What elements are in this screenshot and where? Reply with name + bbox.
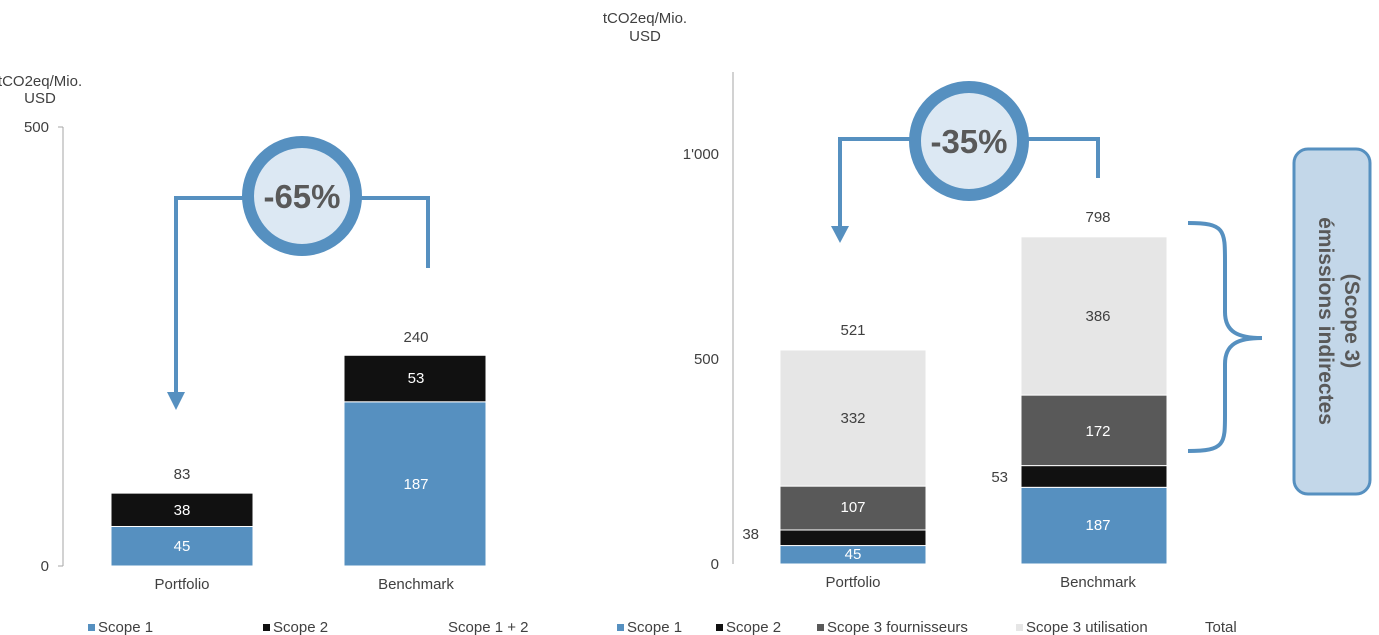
bar-segment bbox=[779, 529, 927, 547]
left-ylabel-line2: USD bbox=[24, 90, 56, 107]
data-label: 45 bbox=[174, 538, 191, 555]
total-label: 240 bbox=[403, 329, 428, 346]
left-ytick-label: 0 bbox=[41, 558, 49, 575]
legend-label: Scope 1 + 2 bbox=[448, 619, 528, 635]
bar-segment bbox=[343, 401, 487, 567]
data-label: 45 bbox=[845, 546, 862, 563]
data-label: 107 bbox=[840, 499, 865, 516]
legend-label: Scope 2 bbox=[726, 619, 781, 635]
bar-segment bbox=[1020, 394, 1168, 467]
data-label: 187 bbox=[1085, 517, 1110, 534]
left-chart: tCO2eq/Mio. USD 0 500 45 38 83 187 53 24… bbox=[0, 73, 528, 635]
reduction-arrowhead bbox=[167, 392, 185, 410]
total-label: 798 bbox=[1085, 209, 1110, 226]
x-category-label: Benchmark bbox=[1060, 574, 1136, 591]
bar-segment bbox=[779, 485, 927, 531]
left-ytick-label: 500 bbox=[24, 119, 49, 136]
right-ytick-label: 1'000 bbox=[683, 146, 719, 163]
legend-swatch-scope3-suppliers bbox=[817, 624, 824, 631]
bar-segment bbox=[110, 525, 254, 567]
legend-label: Scope 3 utilisation bbox=[1026, 619, 1148, 635]
legend-swatch-scope1 bbox=[617, 624, 624, 631]
total-label: 521 bbox=[840, 322, 865, 339]
scope3-callout-line2: (Scope 3) bbox=[1340, 274, 1363, 369]
data-label: 332 bbox=[840, 410, 865, 427]
legend-label: Scope 1 bbox=[98, 619, 153, 635]
right-chart: tCO2eq/Mio. USD 0 500 1'000 45 38 107 33… bbox=[603, 10, 1372, 635]
legend-label: Total bbox=[1205, 619, 1237, 635]
reduction-arrowhead bbox=[831, 226, 849, 243]
reduction-badge bbox=[909, 81, 1029, 201]
right-ytick-label: 0 bbox=[711, 556, 719, 573]
data-label: 172 bbox=[1085, 423, 1110, 440]
legend-swatch-scope2 bbox=[263, 624, 270, 631]
right-ylabel-line2: USD bbox=[629, 28, 661, 45]
x-category-label: Benchmark bbox=[378, 576, 454, 593]
legend-label: Scope 2 bbox=[273, 619, 328, 635]
bar-segment bbox=[1020, 236, 1168, 396]
data-label: 53 bbox=[408, 370, 425, 387]
total-label: 83 bbox=[174, 466, 191, 483]
x-category-label: Portfolio bbox=[154, 576, 209, 593]
legend-swatch-scope2 bbox=[716, 624, 723, 631]
bar-segment bbox=[779, 349, 927, 487]
right-ylabel-line1: tCO2eq/Mio. bbox=[603, 10, 687, 27]
x-category-label: Portfolio bbox=[825, 574, 880, 591]
right-ytick-label: 500 bbox=[694, 351, 719, 368]
scope3-callout-line1: émissions indirectes bbox=[1314, 217, 1337, 425]
bar-segment bbox=[1020, 465, 1168, 488]
data-label: 386 bbox=[1085, 308, 1110, 325]
legend-swatch-scope3-use bbox=[1016, 624, 1023, 631]
reduction-percent: -65% bbox=[263, 178, 340, 215]
bar-segment bbox=[1020, 486, 1168, 565]
reduction-percent: -35% bbox=[930, 123, 1007, 160]
scope3-brace bbox=[1187, 221, 1263, 453]
legend-label: Scope 3 fournisseurs bbox=[827, 619, 968, 635]
data-label: 53 bbox=[991, 469, 1008, 486]
left-ylabel-line1: tCO2eq/Mio. bbox=[0, 73, 82, 90]
data-label: 38 bbox=[742, 526, 759, 543]
data-label: 187 bbox=[403, 476, 428, 493]
bar-segment bbox=[110, 492, 254, 527]
data-label: 38 bbox=[174, 502, 191, 519]
scope3-callout bbox=[1292, 147, 1372, 496]
reduction-badge bbox=[242, 136, 362, 256]
legend-label: Scope 1 bbox=[627, 619, 682, 635]
legend-swatch-scope1 bbox=[88, 624, 95, 631]
bar-segment bbox=[343, 354, 487, 403]
